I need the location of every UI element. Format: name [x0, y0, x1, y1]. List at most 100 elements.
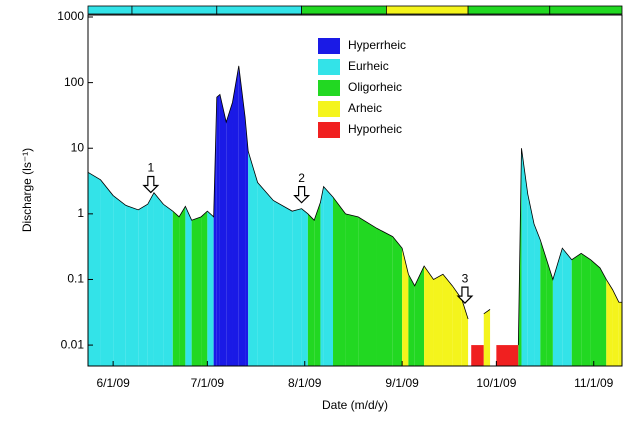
area-segment [207, 211, 214, 366]
area-segment [433, 274, 443, 366]
x-tick-label: 8/1/09 [288, 376, 322, 390]
area-segment [163, 204, 173, 366]
y-tick-label: 1 [77, 206, 84, 220]
period-segment [549, 5, 623, 15]
area-segment [521, 148, 528, 366]
area-segment [552, 248, 563, 366]
legend-label: Eurheic [348, 59, 389, 73]
area-segment [345, 213, 359, 366]
discharge-line [87, 65, 622, 346]
y-tick-label: 10 [71, 140, 85, 154]
legend-swatch [318, 122, 340, 138]
area-segment [138, 204, 148, 366]
legend-label: Arheic [348, 101, 382, 115]
area-segment [392, 236, 403, 366]
area-segment [238, 65, 246, 367]
area-segment [600, 267, 607, 366]
area-segment [618, 302, 622, 366]
area-segment [376, 228, 393, 366]
y-tick-label: 0.1 [67, 272, 84, 286]
legend-swatch [318, 101, 340, 117]
x-tick-label: 10/1/09 [476, 376, 516, 390]
area-segment [546, 259, 553, 366]
area-segment [562, 248, 572, 366]
annotation-arrow [456, 286, 474, 304]
period-segment [131, 5, 218, 15]
legend-label: Oligorheic [348, 80, 402, 94]
y-tick-label: 100 [64, 75, 84, 89]
area-segment [571, 253, 582, 366]
area-segment [191, 216, 202, 366]
y-tick-label: 0.01 [61, 337, 85, 351]
area-segment [185, 206, 192, 366]
x-tick-label: 6/1/09 [96, 376, 130, 390]
area-segment [172, 211, 180, 366]
hyporheic-band [471, 345, 484, 366]
area-segment [581, 253, 591, 366]
area-segment [483, 309, 491, 366]
area-segment [213, 97, 217, 366]
legend-swatch [318, 38, 340, 54]
legend-label: Hyperrheic [348, 38, 406, 52]
area-segment [540, 239, 547, 366]
annotation-label: 1 [147, 161, 154, 175]
area-segment [534, 224, 541, 366]
area-segment [147, 192, 154, 366]
annotation-arrow [293, 186, 311, 204]
area-segment [314, 202, 321, 366]
area-segment [226, 102, 233, 366]
x-tick-label: 7/1/09 [191, 376, 225, 390]
area-segment [232, 65, 239, 367]
area-segment [88, 172, 101, 366]
area-segment [452, 285, 462, 366]
area-segment [201, 211, 208, 366]
area-segment [257, 182, 274, 366]
area-segment [590, 259, 601, 366]
area-segment [273, 200, 293, 366]
legend-label: Hyporheic [348, 122, 402, 136]
x-tick-label: 11/1/09 [574, 376, 613, 390]
legend-swatch [318, 80, 340, 96]
x-tick-label: 9/1/09 [385, 376, 419, 390]
area-segment [333, 197, 346, 366]
area-segment [301, 208, 308, 366]
area-segment [248, 151, 258, 366]
area-segment [125, 205, 139, 366]
y-tick-label: 1000 [57, 9, 84, 23]
area-segment [414, 266, 425, 366]
area-segment [245, 116, 249, 366]
annotation-label: 2 [298, 171, 305, 185]
area-segment [292, 208, 302, 366]
area-segment [527, 194, 535, 366]
annotation-arrow [142, 175, 160, 194]
area-segment [358, 216, 377, 366]
area-segment [219, 94, 227, 366]
period-segment [467, 5, 551, 15]
area-segment [408, 274, 415, 366]
area-segment [606, 279, 613, 366]
legend-swatch [318, 59, 340, 75]
area-segment [442, 274, 453, 366]
area-segment [402, 248, 409, 366]
hyporheic-band [496, 345, 519, 366]
area-segment [113, 195, 126, 366]
plot-frame [87, 14, 623, 367]
area-segment [323, 186, 334, 366]
area-segment [612, 289, 619, 366]
period-segment [301, 5, 387, 15]
annotation-label: 3 [462, 271, 469, 285]
x-axis-title: Date (m/d/y) [322, 398, 388, 412]
area-segment [100, 179, 114, 366]
area-segment [216, 94, 220, 366]
y-axis-title: Discharge (ls⁻¹) [20, 148, 34, 232]
period-segment [216, 5, 303, 15]
area-segment [320, 186, 324, 366]
period-segment [87, 5, 133, 15]
area-segment [424, 266, 434, 366]
area-segment [153, 192, 164, 366]
area-segment [179, 206, 186, 366]
area-segment [461, 299, 469, 366]
area-segment [307, 213, 315, 366]
period-segment [386, 5, 469, 15]
